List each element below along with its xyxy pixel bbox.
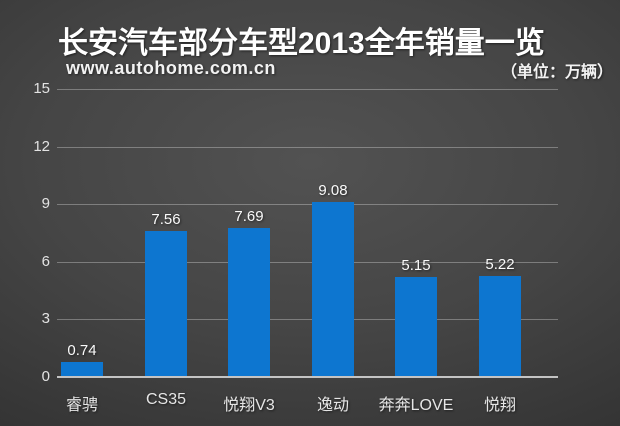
- bar-CS35: [145, 231, 187, 376]
- y-axis-tick-label: 12: [33, 138, 50, 155]
- bar-悦翔: [479, 276, 521, 376]
- chart-title: 长安汽车部分车型2013全年销量一览: [58, 27, 545, 60]
- y-axis-tick-label: 6: [41, 253, 50, 270]
- bar-value-label: 7.69: [234, 208, 264, 225]
- gridline: [57, 204, 558, 205]
- unit-label: （单位：万辆）: [500, 64, 613, 81]
- bar-睿骋: [61, 362, 103, 376]
- plot-area: 0 3 6 9 12 15 0.74 睿骋 7.56 CS35 7.69 悦翔V3 9.08 逸动 5.15…: [33, 80, 558, 414]
- gridline: [57, 147, 558, 148]
- x-axis-category-label: 奔奔LOVE: [378, 397, 454, 414]
- bar-value-label: 0.74: [67, 342, 97, 359]
- bar-value-label: 5.22: [485, 256, 515, 273]
- y-axis-tick-label: 15: [33, 80, 50, 97]
- bar-value-label: 7.56: [151, 211, 181, 228]
- y-axis-tick-label: 9: [41, 195, 50, 212]
- watermark-url: www.autohome.com.cn: [66, 58, 276, 78]
- gridline: [57, 262, 558, 263]
- x-axis-category-label: CS35: [145, 391, 187, 408]
- bar-悦翔V3: [228, 228, 270, 376]
- y-axis-tick-label: 0: [41, 368, 50, 385]
- x-axis-category-label: 悦翔: [483, 397, 516, 414]
- bar-逸动: [312, 202, 354, 376]
- x-axis-line: [57, 376, 558, 378]
- x-axis-category-label: 逸动: [316, 397, 349, 414]
- x-axis-category-label: 悦翔V3: [223, 397, 275, 414]
- x-axis-category-label: 睿骋: [65, 397, 98, 414]
- bar-value-label: 9.08: [318, 182, 348, 199]
- y-axis-tick-label: 3: [41, 310, 50, 327]
- bar-奔奔LOVE: [395, 277, 437, 376]
- gridline: [57, 89, 558, 90]
- gridline: [57, 319, 558, 320]
- bar-value-label: 5.15: [401, 257, 431, 274]
